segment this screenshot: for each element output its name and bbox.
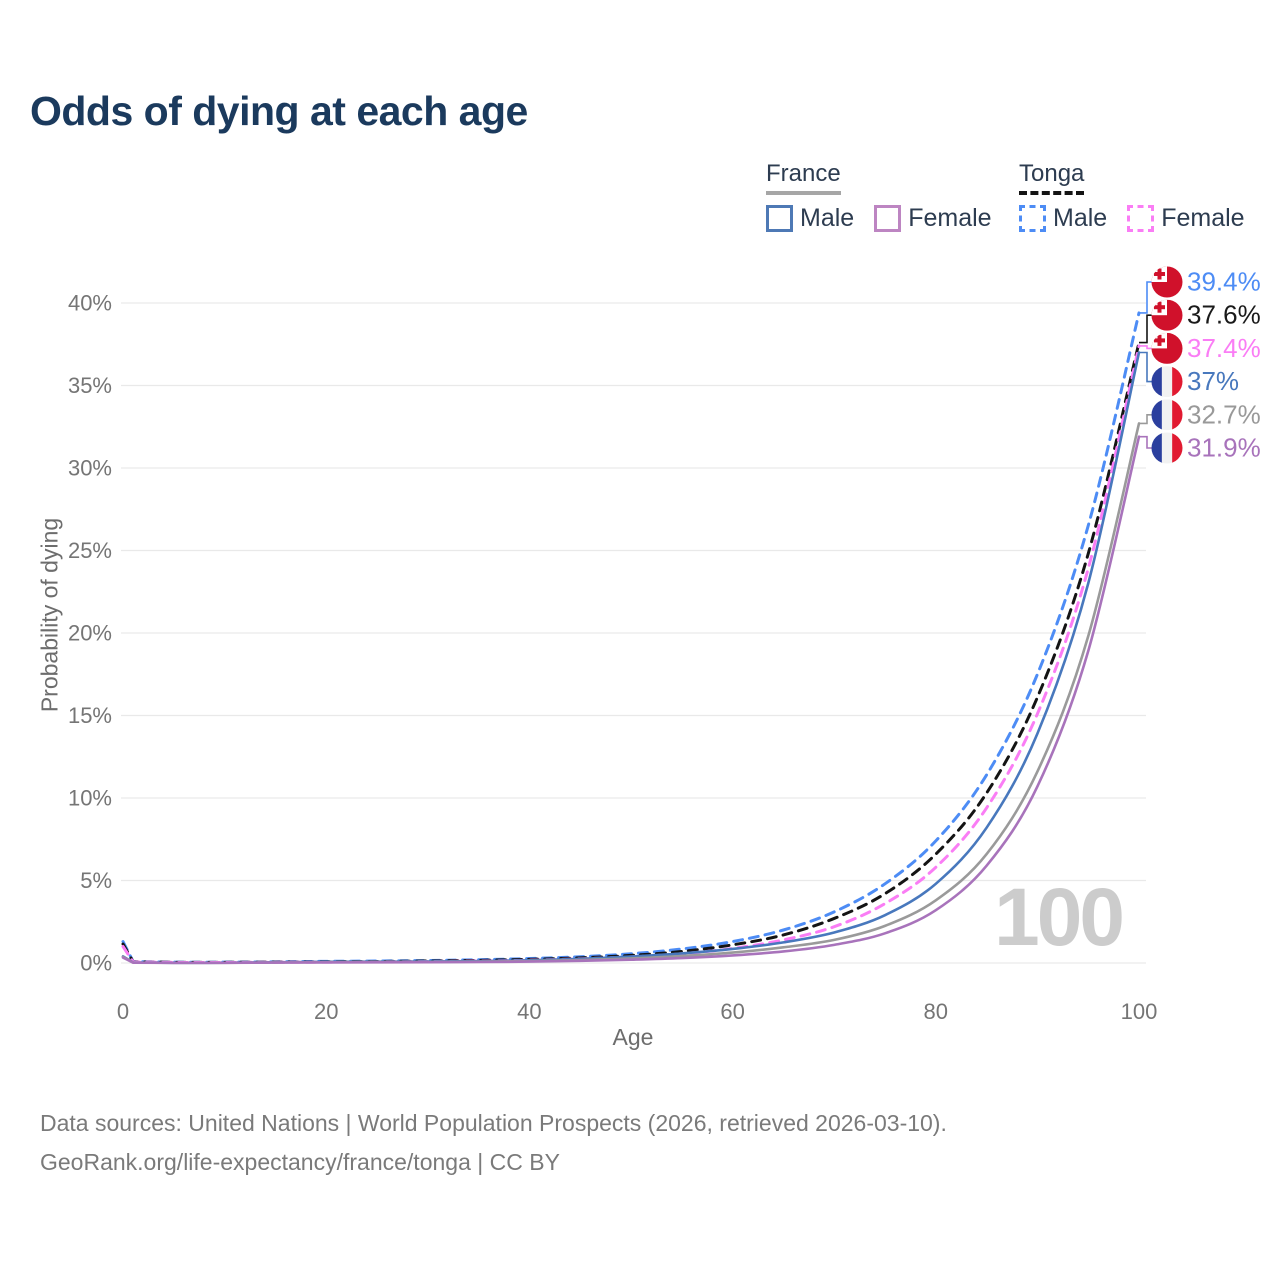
- series-line-france-female[interactable]: [121, 435, 1141, 965]
- france-flag-part: [1172, 432, 1183, 464]
- france-flag-icon: [1151, 432, 1183, 464]
- tonga-flag-part: [1154, 305, 1165, 310]
- tonga-male-swatch-icon: [1019, 205, 1046, 232]
- end-connector-france: [1139, 414, 1152, 425]
- france-flag-icon: [1151, 399, 1183, 431]
- legend-item-tonga-female[interactable]: Female: [1127, 204, 1245, 233]
- legend-group-tonga: Tonga Male Female: [1019, 160, 1245, 233]
- tonga-flag-part: [1154, 338, 1165, 343]
- end-connector-tonga-female: [1139, 345, 1152, 350]
- y-tick-label: 10%: [68, 786, 112, 811]
- y-tick-label: 35%: [68, 373, 112, 398]
- tonga-flag-part: [1154, 272, 1165, 276]
- france-female-swatch-icon: [874, 205, 902, 232]
- legend-item-france-male[interactable]: Male: [766, 204, 854, 233]
- y-tick-label: 30%: [68, 456, 112, 481]
- end-value-label-france: 32.7%: [1187, 399, 1261, 429]
- series-line-france[interactable]: [121, 422, 1141, 965]
- end-connector-france-female: [1139, 435, 1152, 449]
- end-connector-tonga-male: [1139, 281, 1152, 314]
- end-connector-france-male: [1139, 351, 1152, 383]
- attribution-link[interactable]: GeoRank.org/life-expectancy/france/tonga…: [40, 1149, 560, 1175]
- end-value-label-tonga: 37.6%: [1187, 300, 1261, 330]
- y-tick-label: 15%: [68, 703, 112, 728]
- france-flag-part: [1172, 366, 1183, 398]
- age-watermark: 100: [994, 872, 1122, 963]
- tonga-flag-icon: [1151, 299, 1183, 331]
- data-sources-text: Data sources: United Nations | World Pop…: [40, 1110, 947, 1136]
- x-tick-label: 0: [117, 999, 129, 1024]
- legend-label: Female: [908, 204, 992, 232]
- x-tick-label: 100: [1121, 999, 1158, 1024]
- legend-item-tonga-male[interactable]: Male: [1019, 204, 1107, 233]
- page-title: Odds of dying at each age: [30, 88, 528, 134]
- y-tick-label: 0%: [80, 951, 112, 976]
- france-flag-icon: [1151, 366, 1183, 398]
- france-flag-part: [1151, 399, 1163, 431]
- y-tick-label: 5%: [80, 868, 112, 893]
- legend-label: Female: [1161, 204, 1245, 232]
- legend-group-france: France Male Female: [766, 160, 992, 233]
- end-value-label-tonga-male: 39.4%: [1187, 267, 1261, 297]
- y-tick-label: 20%: [68, 621, 112, 646]
- france-flag-part: [1151, 432, 1163, 464]
- france-flag-part: [1161, 432, 1173, 464]
- end-value-label-tonga-female: 37.4%: [1187, 333, 1261, 363]
- end-value-label-france-male: 37%: [1187, 366, 1239, 396]
- x-tick-label: 80: [924, 999, 948, 1024]
- tonga-flag-icon: [1151, 266, 1183, 298]
- legend-items-tonga: Male Female: [1019, 204, 1245, 233]
- tonga-flag-icon: [1151, 332, 1183, 364]
- series-line-france-male[interactable]: [121, 351, 1141, 965]
- legend-item-france-female[interactable]: Female: [874, 204, 992, 233]
- y-axis-title: Probability of dying: [36, 517, 63, 713]
- france-flag-part: [1161, 399, 1173, 431]
- legend-label: Male: [1053, 204, 1108, 232]
- x-tick-label: 40: [517, 999, 541, 1024]
- legend-items-france: Male Female: [766, 204, 992, 233]
- end-value-label-france-female: 31.9%: [1187, 433, 1261, 463]
- france-flag-part: [1151, 366, 1163, 398]
- legend-country-tonga[interactable]: Tonga: [1019, 160, 1085, 195]
- y-tick-label: 40%: [68, 291, 112, 316]
- x-axis-title: Age: [612, 1024, 654, 1050]
- legend-country-france[interactable]: France: [766, 160, 841, 195]
- france-flag-part: [1161, 366, 1173, 398]
- france-male-swatch-icon: [766, 205, 793, 232]
- legend-label: Male: [800, 204, 855, 232]
- tonga-female-swatch-icon: [1127, 205, 1155, 232]
- end-connector-tonga: [1139, 314, 1152, 344]
- x-tick-label: 20: [314, 999, 338, 1024]
- x-tick-label: 60: [720, 999, 744, 1024]
- france-flag-part: [1172, 399, 1183, 431]
- y-tick-label: 25%: [68, 538, 112, 563]
- series-line-tonga[interactable]: [121, 341, 1141, 964]
- series-line-tonga-female[interactable]: [121, 344, 1141, 964]
